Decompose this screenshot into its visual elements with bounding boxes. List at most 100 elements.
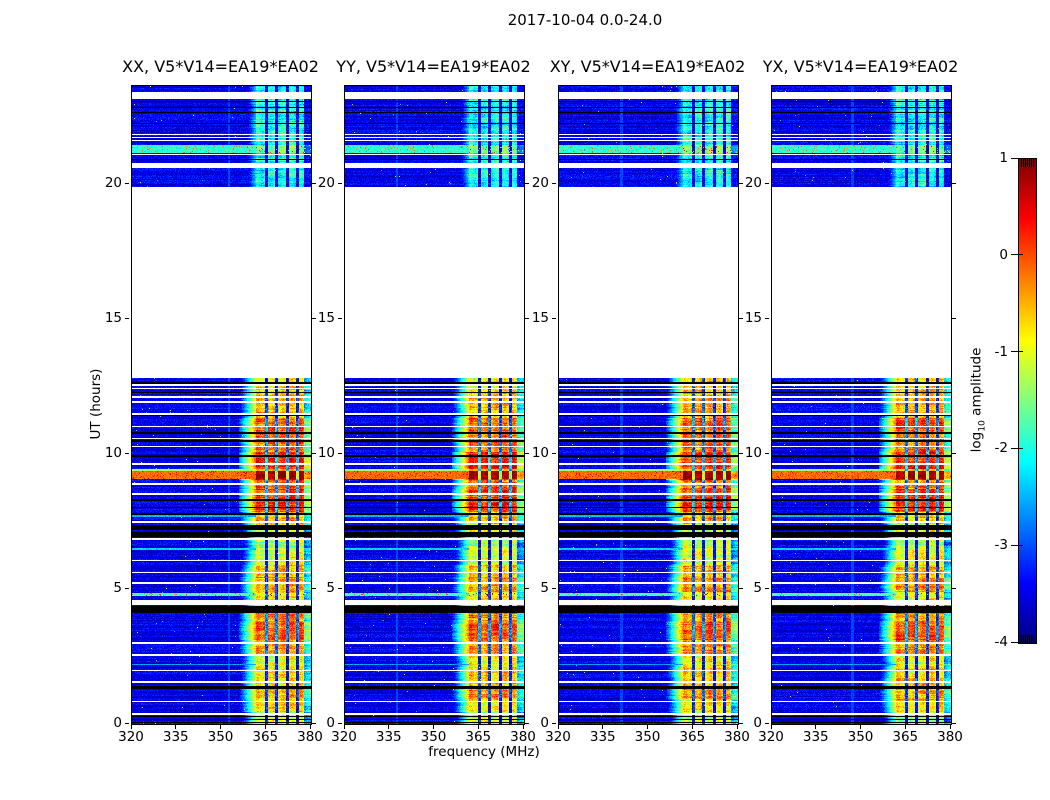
x-tick-label: 380 <box>724 729 750 745</box>
y-tick-label: 0 <box>753 715 762 731</box>
y-tick-label: 5 <box>753 580 762 597</box>
panel-title: YY, V5*V14=EA19*EA02 <box>336 57 531 76</box>
y-tick-label: 10 <box>317 445 335 462</box>
y-tick-mark <box>739 587 743 589</box>
y-tick-mark <box>525 317 529 319</box>
colorbar-tick-mark <box>1011 351 1023 353</box>
x-tick-mark <box>815 725 817 729</box>
y-axis-label: UT (hours) <box>88 368 104 440</box>
x-tick-mark <box>309 725 311 729</box>
x-axis-label: frequency (MHz) <box>428 744 540 760</box>
y-tick-mark <box>312 452 316 454</box>
y-tick-label: 5 <box>540 580 549 597</box>
x-tick-label: 380 <box>937 729 963 745</box>
colorbar-tick-mark <box>1011 544 1023 546</box>
y-tick-label: 5 <box>113 580 122 597</box>
spectrogram-panel-1 <box>131 85 312 725</box>
x-tick-mark <box>220 725 221 729</box>
y-tick-mark <box>739 452 743 454</box>
x-tick-mark <box>860 725 861 729</box>
y-tick-mark <box>312 182 316 184</box>
y-tick-label: 20 <box>744 175 762 192</box>
x-tick-label: 335 <box>802 729 829 745</box>
y-tick-mark <box>552 587 556 589</box>
x-tick-label: 335 <box>162 729 189 745</box>
x-tick-label: 365 <box>892 729 919 745</box>
y-tick-mark <box>525 722 529 724</box>
x-tick-label: 320 <box>331 729 357 745</box>
y-tick-mark <box>338 452 342 454</box>
y-tick-mark <box>125 317 129 319</box>
y-tick-label: 20 <box>531 175 549 192</box>
y-tick-label: 15 <box>104 310 122 327</box>
y-tick-mark <box>552 722 556 724</box>
x-tick-mark <box>175 725 177 729</box>
y-tick-mark <box>525 452 529 454</box>
colorbar-tick-mark <box>1011 254 1023 256</box>
x-tick-mark <box>949 725 951 729</box>
x-tick-label: 350 <box>420 729 447 745</box>
y-tick-mark <box>125 587 129 589</box>
y-tick-mark <box>125 722 129 724</box>
y-tick-label: 0 <box>326 715 335 731</box>
colorbar-tick-mark <box>1011 157 1023 159</box>
y-tick-mark <box>552 182 556 184</box>
x-tick-mark <box>343 725 345 729</box>
y-tick-label: 0 <box>540 715 549 731</box>
y-tick-mark <box>952 722 956 724</box>
y-tick-mark <box>338 182 342 184</box>
figure-title: 2017-10-04 0.0-24.0 <box>507 11 663 29</box>
y-tick-mark <box>312 317 316 319</box>
y-tick-mark <box>338 317 342 319</box>
y-tick-mark <box>125 182 129 184</box>
x-tick-mark <box>736 725 738 729</box>
colorbar-gradient <box>1018 158 1037 644</box>
colorbar-tick-label: -2 <box>994 440 1008 457</box>
y-tick-label: 15 <box>744 310 762 327</box>
y-tick-mark <box>765 722 769 724</box>
x-tick-label: 380 <box>510 729 536 745</box>
x-tick-label: 320 <box>118 729 144 745</box>
colorbar-tick-label: 0 <box>999 246 1008 263</box>
y-tick-label: 15 <box>317 310 335 327</box>
colorbar-tick-label: 1 <box>999 150 1008 166</box>
x-tick-label: 335 <box>375 729 402 745</box>
y-tick-mark <box>338 722 342 724</box>
y-tick-label: 5 <box>326 580 335 597</box>
panel-title: YX, V5*V14=EA19*EA02 <box>762 57 959 76</box>
x-tick-label: 320 <box>545 729 571 745</box>
y-tick-mark <box>952 317 956 319</box>
y-tick-mark <box>125 452 129 454</box>
y-tick-mark <box>952 182 956 184</box>
panel-title: XX, V5*V14=EA19*EA02 <box>122 57 319 76</box>
y-tick-mark <box>952 587 956 589</box>
x-tick-label: 350 <box>847 729 874 745</box>
x-tick-label: 365 <box>252 729 279 745</box>
panel-title: XY, V5*V14=EA19*EA02 <box>549 57 746 76</box>
y-tick-mark <box>739 182 743 184</box>
x-tick-mark <box>433 725 434 729</box>
x-tick-label: 350 <box>634 729 661 745</box>
x-tick-mark <box>647 725 648 729</box>
y-tick-label: 0 <box>113 715 122 731</box>
spectrogram-panel-3 <box>558 85 739 725</box>
colorbar-label-sub: 10 <box>976 420 988 432</box>
y-tick-mark <box>952 452 956 454</box>
x-tick-mark <box>388 725 390 729</box>
x-tick-label: 320 <box>758 729 784 745</box>
x-tick-mark <box>130 725 132 729</box>
y-tick-label: 10 <box>744 445 762 462</box>
y-tick-label: 10 <box>104 445 122 462</box>
colorbar-tick-label: -4 <box>994 634 1008 650</box>
y-tick-mark <box>739 317 743 319</box>
y-tick-mark <box>765 587 769 589</box>
y-tick-mark <box>552 317 556 319</box>
x-tick-mark <box>770 725 772 729</box>
x-tick-label: 365 <box>679 729 706 745</box>
y-tick-label: 10 <box>531 445 549 462</box>
x-tick-label: 380 <box>297 729 323 745</box>
x-tick-mark <box>264 725 266 729</box>
x-tick-label: 350 <box>207 729 234 745</box>
y-tick-mark <box>765 182 769 184</box>
